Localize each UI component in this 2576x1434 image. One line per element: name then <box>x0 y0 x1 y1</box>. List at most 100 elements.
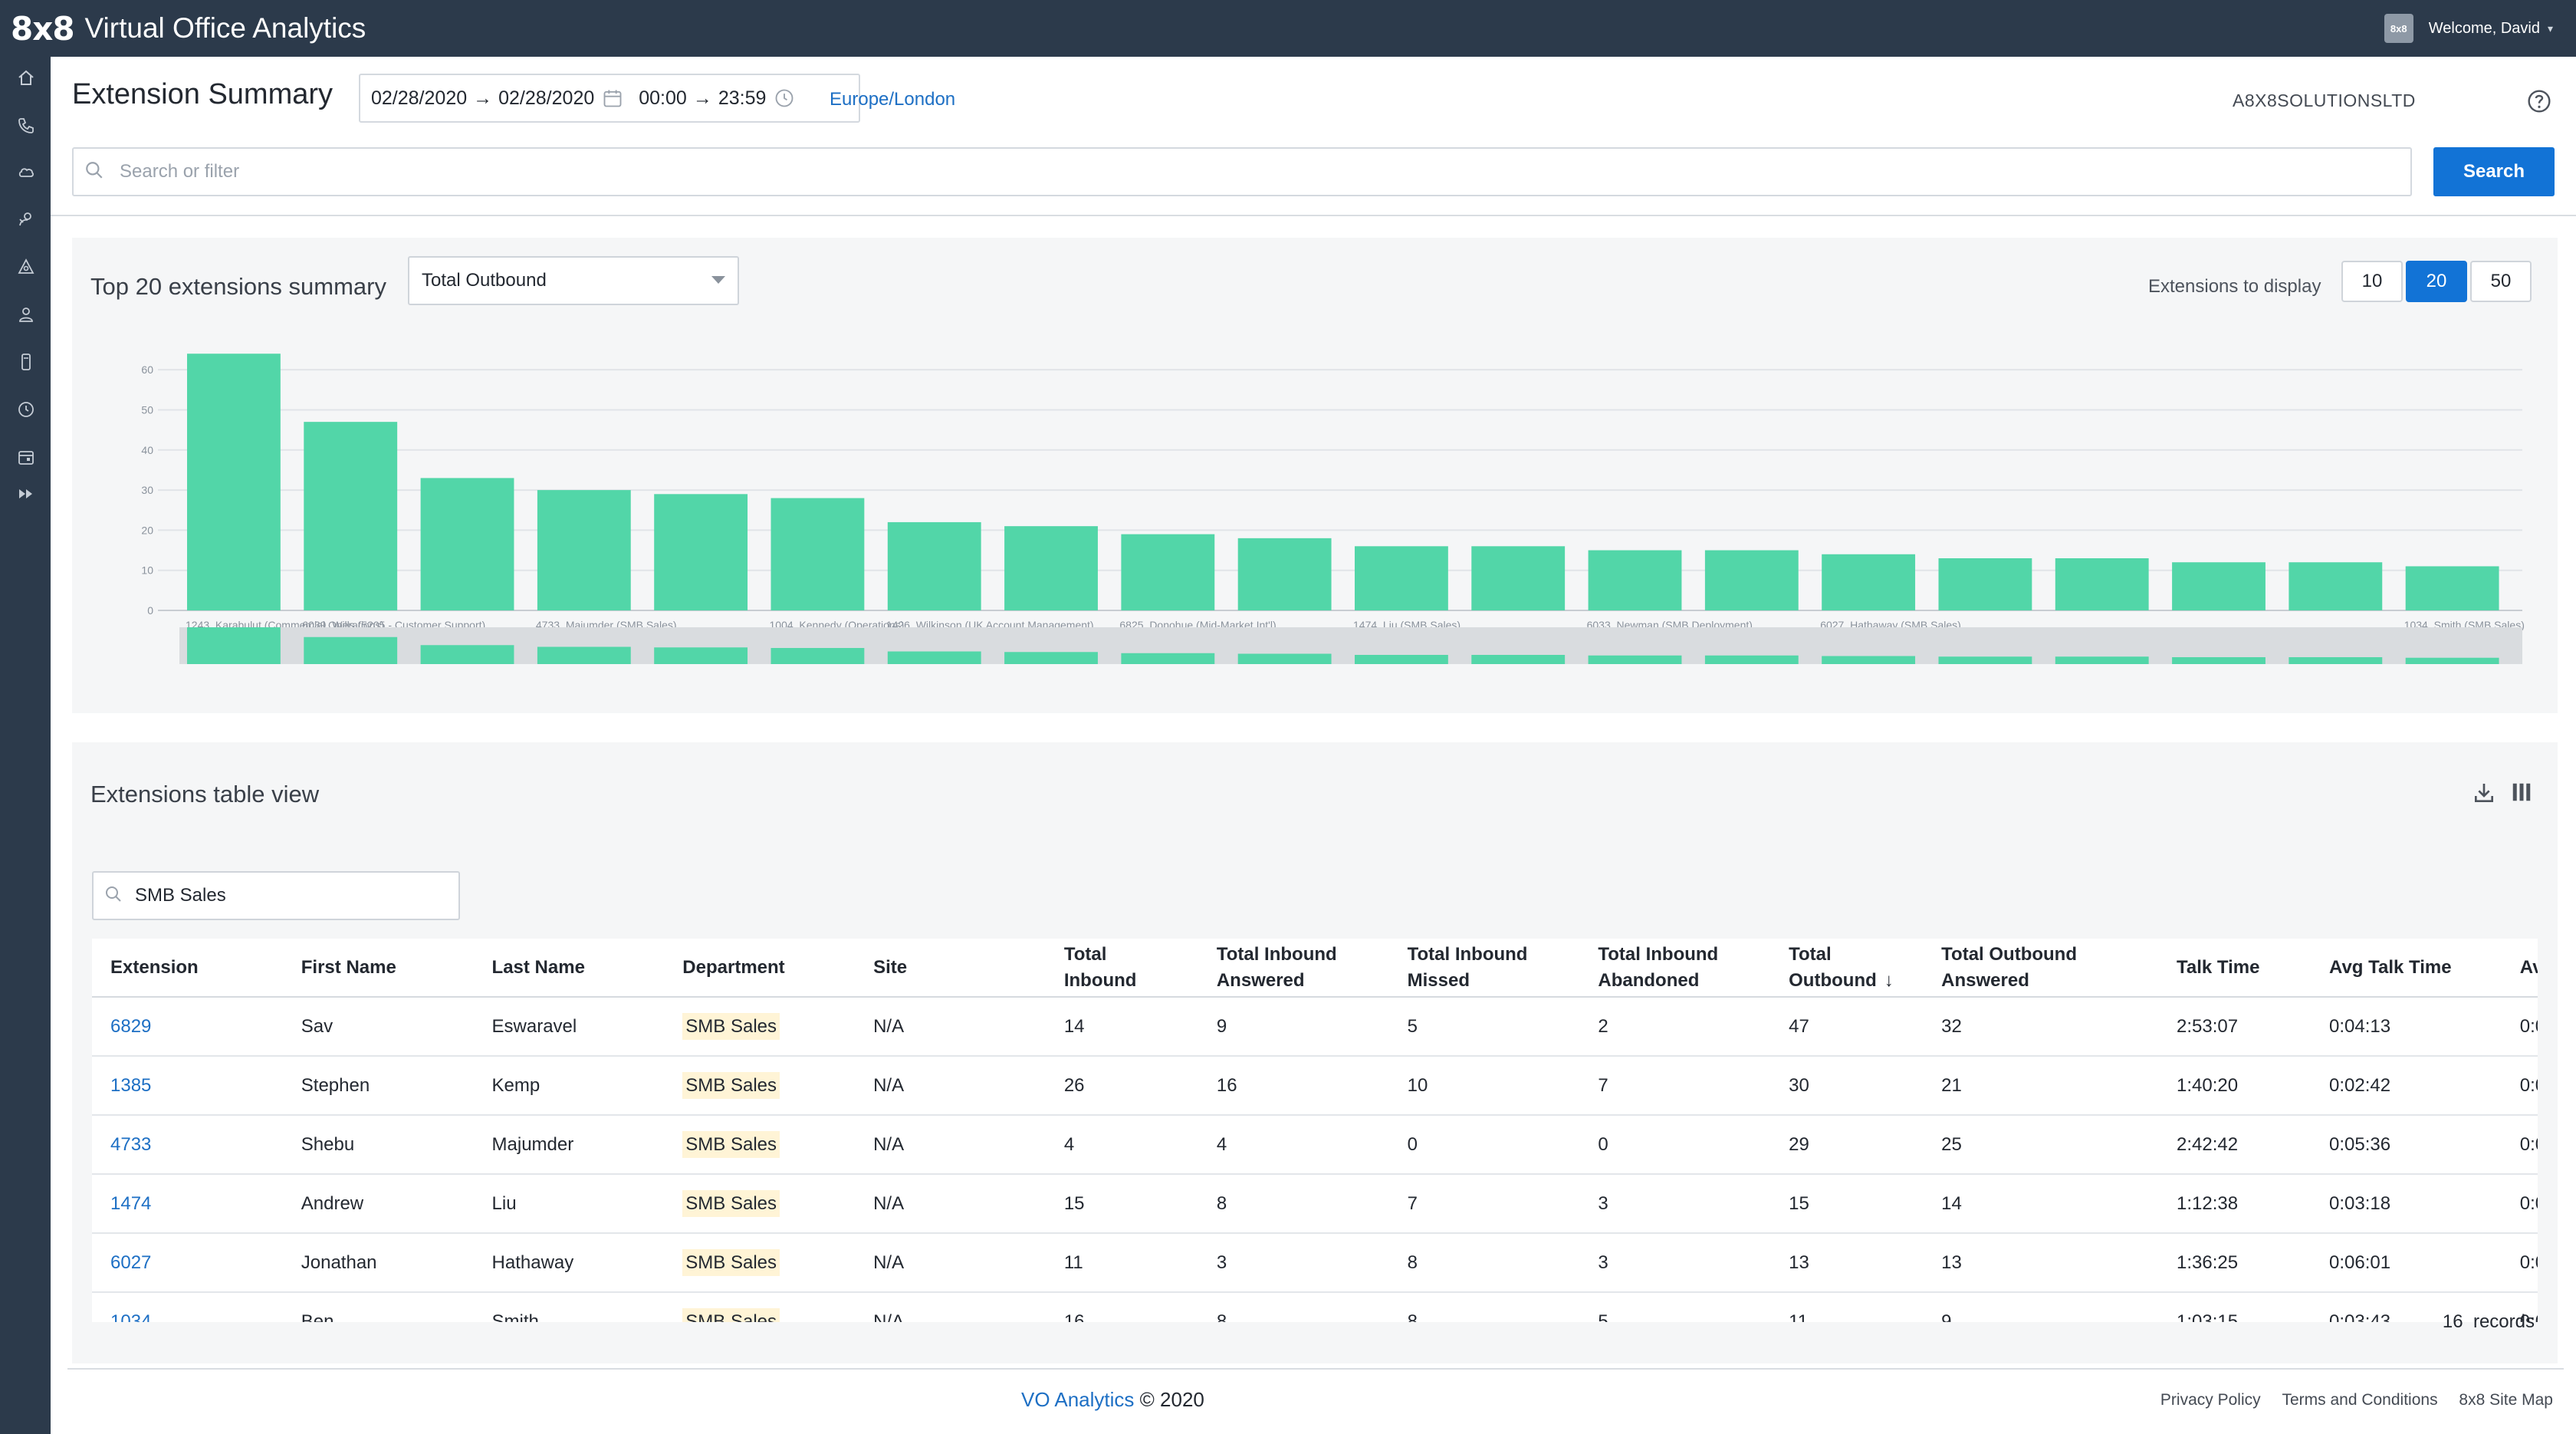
column-header[interactable]: Department <box>664 939 856 998</box>
column-header-line1: Talk Time <box>2176 956 2260 978</box>
cloud-icon[interactable] <box>17 163 35 181</box>
home-icon[interactable] <box>17 69 35 87</box>
chart-bar <box>1822 554 1916 610</box>
calendar-icon[interactable] <box>602 87 623 109</box>
search-bar[interactable] <box>72 147 2412 196</box>
column-header[interactable]: Total Inbound Missed <box>1388 939 1580 998</box>
cell-value: 15 <box>1789 1192 1809 1214</box>
column-header[interactable]: Extension <box>92 939 283 998</box>
user-icon[interactable] <box>17 305 35 324</box>
table-cell: 3 <box>1579 1233 1771 1293</box>
table-cell: 7 <box>1388 1174 1580 1234</box>
navigator-bar <box>1471 655 1566 664</box>
avatar[interactable]: 8x8 <box>2384 14 2413 43</box>
metric-dropdown[interactable]: Total Outbound <box>408 256 739 305</box>
column-header[interactable]: Total Outbound Answered <box>1923 939 2158 998</box>
date-from[interactable]: 02/28/2020 <box>371 87 468 109</box>
table-cell: 16 <box>1198 1056 1389 1116</box>
time-to[interactable]: 23:59 <box>718 87 767 109</box>
table-cell: 9 <box>1198 997 1389 1057</box>
download-icon[interactable] <box>2472 781 2496 809</box>
navigator-bar <box>2405 657 2499 664</box>
phone-icon[interactable] <box>17 117 35 135</box>
table-cell: Shebu <box>282 1115 474 1175</box>
table-filter-field[interactable] <box>92 871 460 920</box>
chart-bar <box>1121 534 1215 610</box>
column-header[interactable]: Total Outbound ↓ <box>1770 939 1924 998</box>
navigator-bar <box>1938 656 2032 664</box>
column-header[interactable]: Avg Ring Time <box>2501 939 2538 998</box>
chart-title: Top 20 extensions summary <box>90 273 386 300</box>
column-header[interactable]: Total Inbound Answered <box>1198 939 1389 998</box>
cell-value: 0:00:09 <box>2519 1251 2538 1273</box>
column-header[interactable]: Last Name <box>473 939 665 998</box>
column-header-line1: Department <box>682 956 785 978</box>
display-20-button[interactable]: 20 <box>2406 261 2467 302</box>
terms-link[interactable]: Terms and Conditions <box>2282 1391 2438 1409</box>
column-header[interactable]: First Name <box>282 939 474 998</box>
table-row[interactable]: 1385 Stephen Kemp SMB Sales N/A 26 16 10 7 30 21 1:… <box>92 1056 2538 1116</box>
chevron-down-icon[interactable] <box>711 276 725 284</box>
date-to[interactable]: 02/28/2020 <box>498 87 595 109</box>
column-header[interactable]: Site <box>855 939 1046 998</box>
display-50-button[interactable]: 50 <box>2470 261 2532 302</box>
sort-descending-icon[interactable]: ↓ <box>1884 969 1894 991</box>
column-header[interactable]: Talk Time <box>2157 939 2311 998</box>
brand-logo[interactable]: 8x8 <box>11 9 75 48</box>
site-map-link[interactable]: 8x8 Site Map <box>2459 1391 2553 1409</box>
welcome-text[interactable]: Welcome, David <box>2428 19 2540 37</box>
cell-value: 16 <box>1216 1074 1237 1096</box>
cell-value: 11 <box>1063 1251 1083 1273</box>
extension-link[interactable]: 4733 <box>110 1133 152 1155</box>
cell-value: 0:00:12 <box>2519 1133 2538 1155</box>
cell-value: 25 <box>1941 1133 1962 1155</box>
table-row[interactable]: 1034 Ben Smith SMB Sales N/A 16 8 8 5 11 9 1:03:15 0… <box>92 1292 2538 1322</box>
date-range-picker[interactable]: 02/28/2020 → 02/28/2020 00:00 → 23:59 <box>359 74 860 123</box>
calendar-icon[interactable] <box>17 448 35 466</box>
fast-forward-icon[interactable] <box>17 485 35 503</box>
extension-link[interactable]: 6027 <box>110 1251 152 1273</box>
contact-center-icon[interactable] <box>17 210 35 229</box>
app-title: Virtual Office Analytics <box>84 12 366 44</box>
table-cell: Hathaway <box>473 1233 665 1293</box>
group-icon[interactable] <box>17 258 35 276</box>
timezone-link[interactable]: Europe/London <box>830 89 956 110</box>
device-icon[interactable] <box>17 353 35 371</box>
chevron-down-icon[interactable]: ▾ <box>2547 21 2553 35</box>
extension-link[interactable]: 6829 <box>110 1015 152 1037</box>
time-from[interactable]: 00:00 <box>639 87 687 109</box>
y-tick-label: 30 <box>141 484 153 496</box>
table-row[interactable]: 1474 Andrew Liu SMB Sales N/A 15 8 7 3 15 14 1:12:3… <box>92 1174 2538 1234</box>
sidebar-rail <box>0 57 51 1434</box>
cell-value: 30 <box>1789 1074 1809 1096</box>
extension-link[interactable]: 1385 <box>110 1074 152 1096</box>
column-header-line2: Inbound <box>1063 969 1137 991</box>
table-cell: 0:04:13 <box>2311 997 2502 1057</box>
clock-icon[interactable] <box>17 400 35 419</box>
cell-value: 0:00:03 <box>2519 1074 2538 1096</box>
search-input[interactable] <box>120 161 2343 183</box>
column-header[interactable]: Avg Talk Time <box>2311 939 2502 998</box>
help-icon[interactable] <box>2527 89 2551 117</box>
table-cell: 0:03:43 <box>2311 1292 2502 1322</box>
columns-icon[interactable] <box>2510 781 2533 807</box>
table-row[interactable]: 6027 Jonathan Hathaway SMB Sales N/A 11 3 8 3 13 1… <box>92 1233 2538 1293</box>
cell-value: 0:06:01 <box>2329 1251 2391 1273</box>
vo-analytics-link[interactable]: VO Analytics <box>1021 1388 1135 1411</box>
table-row[interactable]: 4733 Shebu Majumder SMB Sales N/A 4 4 0 0 29 25 2:4… <box>92 1115 2538 1175</box>
table-filter-input[interactable] <box>135 885 442 906</box>
display-10-button[interactable]: 10 <box>2341 261 2403 302</box>
table-cell: SMB Sales <box>664 1174 856 1234</box>
privacy-policy-link[interactable]: Privacy Policy <box>2160 1391 2261 1409</box>
navigator-bar <box>420 645 514 664</box>
column-header[interactable]: Total Inbound <box>1045 939 1198 998</box>
table-row[interactable]: 6829 Sav Eswaravel SMB Sales N/A 14 9 5 2 47 32 2:5… <box>92 997 2538 1057</box>
table-cell: 4 <box>1045 1115 1198 1175</box>
column-header-line1: Total Outbound <box>1941 943 2077 965</box>
extension-link[interactable]: 1034 <box>110 1311 152 1323</box>
clock-icon[interactable] <box>774 87 795 109</box>
user-menu[interactable]: 8x8 Welcome, David ▾ <box>2384 0 2553 57</box>
column-header[interactable]: Total Inbound Abandoned <box>1579 939 1771 998</box>
extension-link[interactable]: 1474 <box>110 1192 152 1214</box>
search-button[interactable]: Search <box>2433 147 2555 196</box>
